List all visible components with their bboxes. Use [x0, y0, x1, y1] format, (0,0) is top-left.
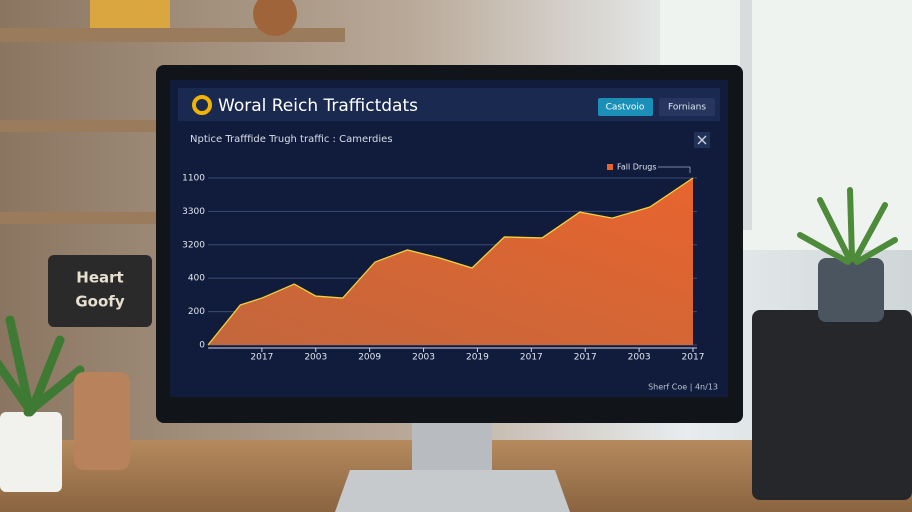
sign-board	[48, 255, 152, 327]
shelf	[0, 28, 345, 42]
y-tick-label: 400	[188, 274, 205, 284]
x-tick-label: 2003	[304, 353, 327, 363]
app-title: Woral Reich Traffictdats	[218, 96, 418, 116]
sign-text: Goofy	[75, 293, 124, 311]
x-tick-label: 2017	[574, 353, 597, 363]
button[interactable]	[598, 98, 653, 116]
monitor-base	[335, 470, 570, 512]
sign-text: Heart	[76, 269, 123, 287]
y-tick-label: 3300	[182, 207, 205, 217]
box	[90, 0, 170, 28]
speaker	[752, 310, 912, 500]
x-tick-label: 2009	[358, 353, 381, 363]
x-tick-label: 2019	[466, 353, 489, 363]
footer: Sherf Coe | 4n/13	[648, 383, 718, 392]
close-icon[interactable]	[697, 135, 707, 145]
plant	[797, 187, 898, 265]
shelf	[0, 212, 170, 224]
area-line	[207, 177, 694, 346]
y-tick-label: 200	[188, 307, 205, 317]
y-tick-label: 0	[199, 341, 205, 351]
button-label[interactable]: Castvoio	[606, 103, 645, 113]
x-tick-label: 2017	[250, 353, 273, 363]
legend-label: Fall Drugs	[617, 163, 657, 172]
legend-leader	[658, 166, 691, 173]
x-tick-label: 2017	[682, 353, 705, 363]
plant	[0, 315, 85, 417]
x-tick-label: 2017	[520, 353, 543, 363]
x-tick-label: 2003	[412, 353, 435, 363]
y-tick-label: 1100	[182, 174, 205, 184]
shelf	[0, 120, 170, 132]
x-tick-label: 2003	[628, 353, 651, 363]
button-label[interactable]: Fornians	[668, 103, 706, 113]
plant-pot	[818, 258, 884, 322]
vase	[253, 0, 297, 36]
app-logo	[192, 95, 212, 115]
jar	[74, 372, 130, 470]
monitor-neck	[412, 420, 492, 470]
plant-pot	[0, 412, 62, 492]
chart: 0 200 400 3200 3300 1100 2017 2003 2009 2003 2019 2…	[182, 163, 704, 363]
legend-swatch	[607, 164, 613, 170]
button[interactable]	[659, 98, 715, 116]
y-tick-label: 3200	[182, 240, 205, 250]
chart-subtitle: Nptice Trafffide Trugh traffic : Camerdi…	[190, 134, 393, 145]
